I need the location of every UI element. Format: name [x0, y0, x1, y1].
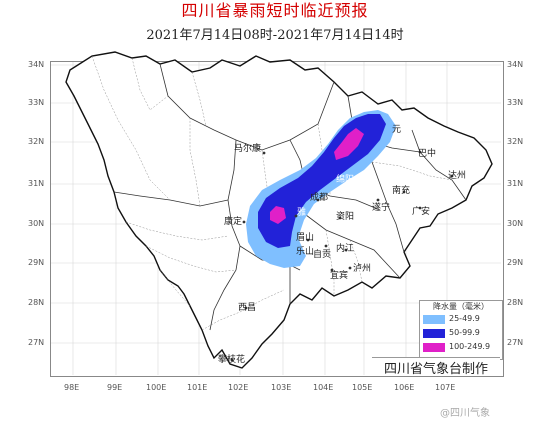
lon-label-103: 103E: [271, 383, 292, 392]
legend-item: 25-49.9: [423, 314, 501, 325]
city-label-dazhou: 达州: [448, 171, 467, 181]
city-label-ziyang: 资阳: [336, 212, 355, 222]
city-label-yibin: 宜宾: [330, 271, 349, 281]
city-markers: [230, 150, 454, 362]
lat-label-30-left: 30N: [28, 219, 45, 228]
map-subtitle: 2021年7月14日08时-2021年7月14日14时: [146, 28, 404, 43]
lon-label-107: 107E: [435, 383, 456, 392]
lat-label-29-right: 29N: [507, 258, 524, 267]
city-label-kangding: 康定: [224, 217, 243, 227]
city-label-suining: 遂宁: [372, 203, 391, 213]
city-label-xichang: 西昌: [238, 303, 257, 313]
city-label-panzhihua: 攀枝花: [218, 355, 246, 365]
legend-swatch-50-99: [423, 329, 445, 338]
legend-item: 50-99.9: [423, 328, 501, 339]
lon-label-102: 102E: [228, 383, 249, 392]
city-label-guangan: 广安: [412, 207, 431, 217]
rain-band-100-249-south: [270, 206, 286, 224]
legend-swatch-100-249: [423, 343, 445, 352]
lon-label-101: 101E: [187, 383, 208, 392]
legend-swatch-25-49: [423, 315, 445, 324]
legend-item: 100-249.9: [423, 342, 501, 353]
lat-label-29-left: 29N: [28, 258, 45, 267]
city-label-maerkang: 马尔康: [234, 144, 262, 154]
lat-label-32-left: 32N: [28, 137, 45, 146]
lat-label-33-right: 33N: [507, 98, 524, 107]
city-label-mianyang: 绵阳: [336, 175, 355, 185]
city-label-chengdu: 成都: [310, 193, 329, 203]
lat-label-34-right: 34N: [507, 60, 524, 69]
city-label-leshan: 乐山: [296, 247, 315, 257]
lat-label-32-right: 32N: [507, 137, 524, 146]
city-label-bazhong: 巴中: [418, 149, 437, 159]
map-title: 四川省暴雨短时临近预报: [181, 1, 369, 20]
lat-label-31-left: 31N: [28, 179, 45, 188]
city-label-ya: 雅: [297, 208, 307, 218]
watermark: @四川气象: [440, 408, 490, 419]
lon-label-99: 99E: [107, 383, 123, 392]
lon-label-98: 98E: [64, 383, 80, 392]
city-label-neijiang: 内江: [336, 244, 355, 254]
city-label-zigong: 自贡: [313, 250, 332, 260]
legend-label: 50-99.9: [449, 328, 480, 337]
lat-label-34-left: 34N: [28, 60, 45, 69]
lat-label-28-left: 28N: [28, 298, 45, 307]
lon-label-104: 104E: [313, 383, 334, 392]
lon-label-100: 100E: [146, 383, 167, 392]
rain-band-100-249-north: [334, 128, 364, 160]
lon-label-105: 105E: [352, 383, 373, 392]
legend-title: 降水量（毫米）: [433, 302, 489, 311]
legend-label: 100-249.9: [449, 342, 491, 351]
map-legend: 降水量（毫米） 25-49.9 50-99.9 100-249.9: [419, 300, 503, 360]
city-label-yuan: 元: [392, 125, 402, 135]
city-label-meishan: 眉山: [296, 233, 315, 243]
lat-label-27-left: 27N: [28, 338, 45, 347]
lat-label-28-right: 28N: [507, 298, 524, 307]
lat-label-33-left: 33N: [28, 98, 45, 107]
lat-label-27-right: 27N: [507, 338, 524, 347]
legend-label: 25-49.9: [449, 314, 480, 323]
lon-label-106: 106E: [394, 383, 415, 392]
city-label-nanchong: 南充: [392, 186, 411, 196]
lat-label-30-right: 30N: [507, 219, 524, 228]
city-label-luzhou: 泸州: [353, 264, 372, 274]
lat-label-31-right: 31N: [507, 179, 524, 188]
producer-label: 四川省气象台制作: [372, 357, 500, 377]
